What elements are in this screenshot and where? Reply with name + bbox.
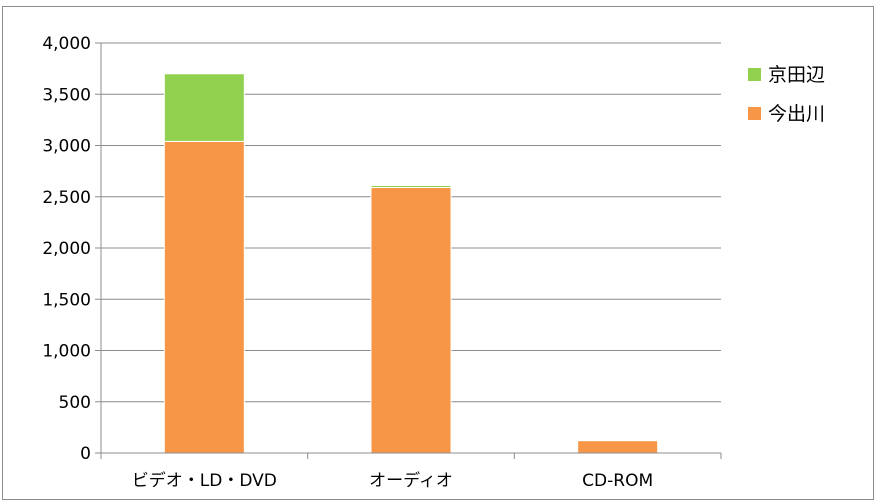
bar-imadegawa-0: [163, 140, 245, 454]
y-axis-tick-labels: 0 500 1,000 1,500 2,000 2,500 3,000 3,500 4,000: [42, 34, 91, 464]
bars: [163, 73, 659, 454]
legend-swatch: [748, 68, 761, 81]
legend-label: 京田辺: [768, 64, 825, 86]
bar-imadegawa-1: [370, 187, 452, 454]
y-tick-label: 500: [59, 393, 91, 413]
bar-kyotanabe-1: [370, 184, 452, 189]
y-tick-label: 1,500: [42, 290, 91, 310]
legend-swatch: [748, 107, 761, 120]
y-tick-label: 3,500: [42, 85, 91, 105]
y-tick-label: 3,000: [42, 137, 91, 157]
bar-imadegawa-2: [577, 440, 659, 454]
x-axis: [100, 452, 722, 459]
x-category-label: ビデオ・LD・DVD: [132, 470, 277, 491]
y-tick-label: 1,000: [42, 342, 91, 362]
y-tick-label: 2,000: [42, 239, 91, 259]
legend-label: 今出川: [768, 103, 825, 125]
y-tick-label: 4,000: [42, 34, 91, 54]
chart-frame: 0 500 1,000 1,500 2,000 2,500 3,000 3,500 4,000 …: [2, 6, 874, 500]
y-tick-label: 2,500: [42, 188, 91, 208]
y-tick-label: 0: [80, 444, 91, 464]
bar-chart: 05001,0001,5002,0002,5003,0003,5004,000 …: [42, 34, 825, 491]
x-category-label: オーディオ: [369, 470, 453, 491]
bar-kyotanabe-0: [163, 73, 245, 142]
x-axis-category-labels: ビデオ・LD・DVD オーディオ CD-ROM: [132, 470, 653, 491]
x-category-label: CD-ROM: [582, 471, 653, 491]
